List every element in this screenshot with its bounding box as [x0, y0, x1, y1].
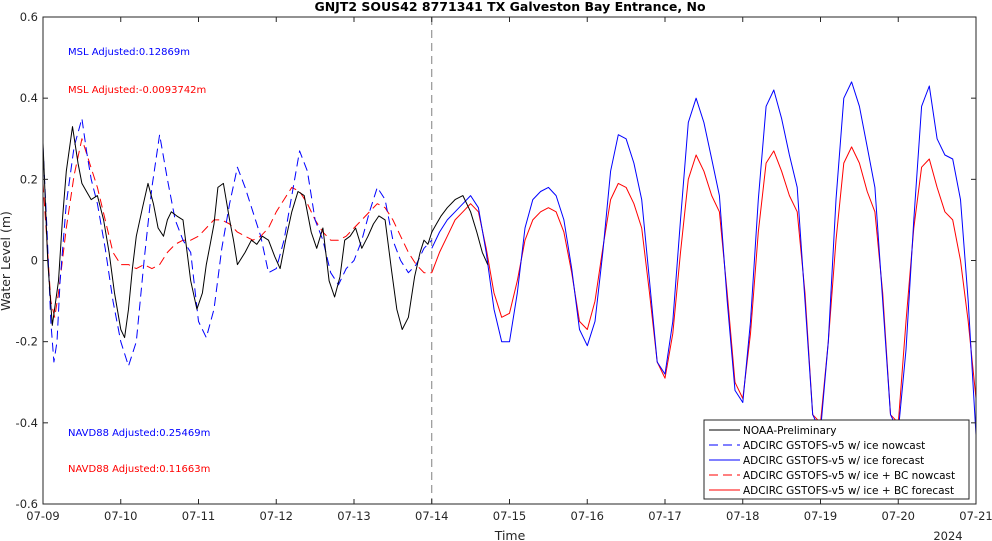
y-tick-label: -0.2 — [16, 335, 38, 349]
x-axis-label: Time — [494, 528, 526, 541]
x-tick-label: 07-17 — [648, 509, 681, 523]
legend-label-2: ADCIRC GSTOFS-v5 w/ ice nowcast — [743, 440, 925, 452]
legend-label-3: ADCIRC GSTOFS-v5 w/ ice forecast — [743, 455, 924, 467]
annotation-label-2: MSL Adjusted:-0.0093742m — [68, 85, 206, 96]
legend-box — [703, 419, 970, 500]
series-line-2 — [43, 118, 433, 367]
x-tick-label: 07-15 — [493, 509, 526, 523]
annotation-label-3: NAVD88 Adjusted:0.25469m — [68, 428, 210, 439]
x-tick-label: 07-14 — [415, 509, 448, 523]
x-tick-label: 07-18 — [726, 509, 759, 523]
y-tick-label: 0.6 — [20, 10, 38, 24]
x-tick-label: 07-20 — [882, 509, 915, 523]
y-tick-label: 0 — [31, 254, 38, 268]
legend-label-5: ADCIRC GSTOFS-v5 w/ ice + BC forecast — [743, 485, 954, 497]
legend-label-4: ADCIRC GSTOFS-v5 w/ ice + BC nowcast — [743, 470, 955, 482]
series-line-1 — [43, 126, 489, 339]
chart-title: GNJT2 SOUS42 8771341 TX Galveston Bay En… — [314, 0, 706, 14]
year-label: 2024 — [933, 529, 962, 541]
x-tick-label: 07-09 — [26, 509, 59, 523]
series-line-3 — [431, 81, 976, 436]
series-line-4 — [43, 138, 432, 318]
annotation-label-4: NAVD88 Adjusted:0.11663m — [68, 464, 210, 475]
legend: NOAA-Preliminary ADCIRC GSTOFS-v5 w/ ice … — [703, 419, 970, 500]
y-tick-label: -0.4 — [16, 416, 38, 430]
x-tick-label: 07-16 — [571, 509, 604, 523]
axes: 07-09 07-10 07-11 07-12 07-13 07-14 07-15 07-16… — [16, 10, 992, 523]
legend-label-1: NOAA-Preliminary — [743, 425, 836, 437]
y-tick-label: 0.2 — [20, 172, 38, 186]
annotations: MSL Adjusted:0.12869m MSL Adjusted:-0.009… — [68, 47, 210, 475]
x-tick-label: 07-21 — [959, 509, 992, 523]
annotation-label-1: MSL Adjusted:0.12869m — [68, 47, 190, 58]
x-tick-label: 07-19 — [804, 509, 837, 523]
x-tick-label: 07-11 — [182, 509, 215, 523]
y-axis-label: Water Level (m) — [0, 211, 13, 311]
x-tick-label: 07-12 — [260, 509, 293, 523]
series-lines — [43, 81, 976, 436]
x-tick-label: 07-13 — [337, 509, 370, 523]
y-tick-label: -0.6 — [16, 497, 38, 511]
y-tick-label: 0.4 — [20, 91, 38, 105]
x-tick-label: 07-10 — [104, 509, 137, 523]
